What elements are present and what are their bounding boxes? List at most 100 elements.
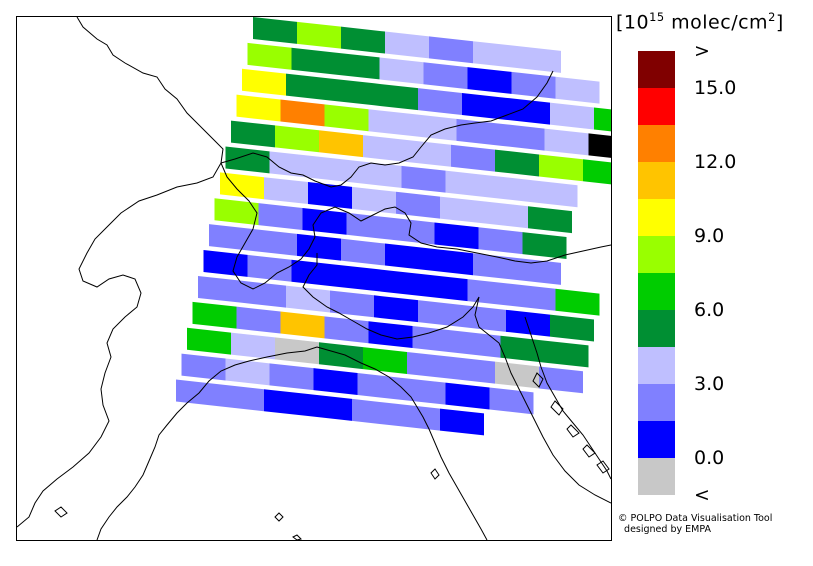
island (582, 444, 596, 458)
swath-pixel (473, 253, 517, 281)
legend-tick-label: > (694, 40, 710, 62)
swath-pixel (330, 290, 374, 318)
swath-pixel (423, 274, 468, 302)
coastline (302, 253, 480, 340)
swath-pixel (495, 361, 539, 389)
swath-pixel (253, 17, 297, 44)
border-line (76, 17, 224, 164)
swath-pixel (368, 321, 413, 349)
swath-pixel (176, 379, 220, 407)
swath-pixel (555, 288, 600, 316)
swath-pixel (214, 198, 259, 226)
coastline (474, 296, 611, 504)
swath-pixel (225, 358, 270, 386)
swath-pixel (368, 109, 413, 137)
legend-swatch (638, 458, 675, 495)
swath-pixel (341, 26, 385, 54)
swath-pixel (220, 172, 264, 200)
swath-pixel (297, 233, 341, 261)
swath-pixel (511, 283, 556, 311)
swath-pixel (192, 301, 237, 329)
swath-pixel (286, 73, 330, 101)
border-line (17, 162, 222, 528)
swath-pixel (352, 186, 396, 214)
swath-pixel (335, 52, 380, 80)
swath-pixel (500, 123, 545, 151)
swath-pixel (517, 46, 561, 73)
swath-pixel (462, 304, 506, 332)
swath-pixel (319, 130, 363, 158)
color-legend (638, 51, 675, 495)
swath-pixel (484, 201, 528, 229)
swath-pixel (434, 222, 479, 250)
swath-pixel (264, 177, 308, 205)
swath-pixel (308, 394, 352, 421)
swath-pixel (539, 366, 583, 394)
swath-pixel (275, 337, 319, 365)
swath-pixel (473, 41, 517, 69)
swath-pixel (440, 196, 484, 224)
swath-pixel (407, 351, 451, 379)
legend-unit-square: 2 (768, 10, 776, 24)
legend-unit-base: 10 (623, 11, 650, 34)
swath-pixel (418, 300, 462, 327)
swath-pixel (231, 332, 275, 360)
credit-line-1: © POLPO Data Visualisation Tool (618, 513, 773, 524)
swath-pixel (374, 295, 418, 323)
island (274, 512, 284, 522)
swath-pixel (242, 280, 286, 308)
swath-pixel (489, 387, 534, 415)
legend-swatch (638, 125, 675, 162)
map-canvas[interactable] (17, 17, 611, 540)
swath-pixel (500, 335, 545, 363)
swath-pixel (418, 88, 462, 115)
swath-pixel (456, 330, 501, 358)
swath-pixel (489, 175, 534, 203)
swath-pixel (423, 62, 468, 90)
swath-pixel (275, 125, 319, 153)
swath-pixel (225, 146, 270, 174)
legend-swatch (638, 384, 675, 421)
swath-pixel (544, 340, 589, 368)
swath-pixel (478, 227, 523, 255)
swath-pixel (352, 398, 396, 426)
swath-pixel (451, 356, 495, 384)
swath-pixel (379, 57, 424, 85)
swath-pixel (588, 133, 611, 158)
swath-pixel (390, 217, 435, 245)
credit-line-2: designed by EMPA (618, 524, 711, 535)
swath-pixel (396, 403, 440, 431)
legend-unit-exponent: 15 (649, 10, 665, 24)
map-frame[interactable] (16, 16, 612, 541)
swath-pixel (407, 139, 451, 167)
swath-pixel (291, 47, 336, 75)
swath-pixel (330, 78, 374, 106)
swath-pixel (522, 232, 567, 259)
legend-tick-label: 15.0 (694, 77, 737, 99)
coastline (524, 316, 611, 480)
legend-tick-label: < (694, 484, 710, 506)
swath-pixel (550, 102, 594, 130)
swath-pixel (187, 327, 231, 355)
swath-pixel (319, 342, 363, 370)
swath-pixel (401, 377, 446, 405)
border-line (220, 70, 554, 188)
swath-pixel (346, 212, 391, 240)
island (54, 506, 68, 518)
swath-pixel (258, 203, 303, 230)
swath-pixel (533, 180, 578, 208)
swath-pixel (374, 83, 418, 111)
swath-pixel (495, 149, 539, 177)
swath-pixel (506, 309, 550, 337)
swath-pixel (555, 76, 600, 104)
island (532, 372, 544, 388)
swath-pixel (209, 224, 253, 251)
swath-pixel (412, 114, 457, 141)
swath-pixel (385, 31, 429, 59)
swath-pixel (324, 104, 369, 132)
swath-pixel (429, 248, 473, 276)
swath-pixel (462, 92, 506, 120)
swath-pixel (363, 347, 407, 374)
legend-swatch (638, 88, 675, 125)
swath-pixel (379, 269, 424, 297)
